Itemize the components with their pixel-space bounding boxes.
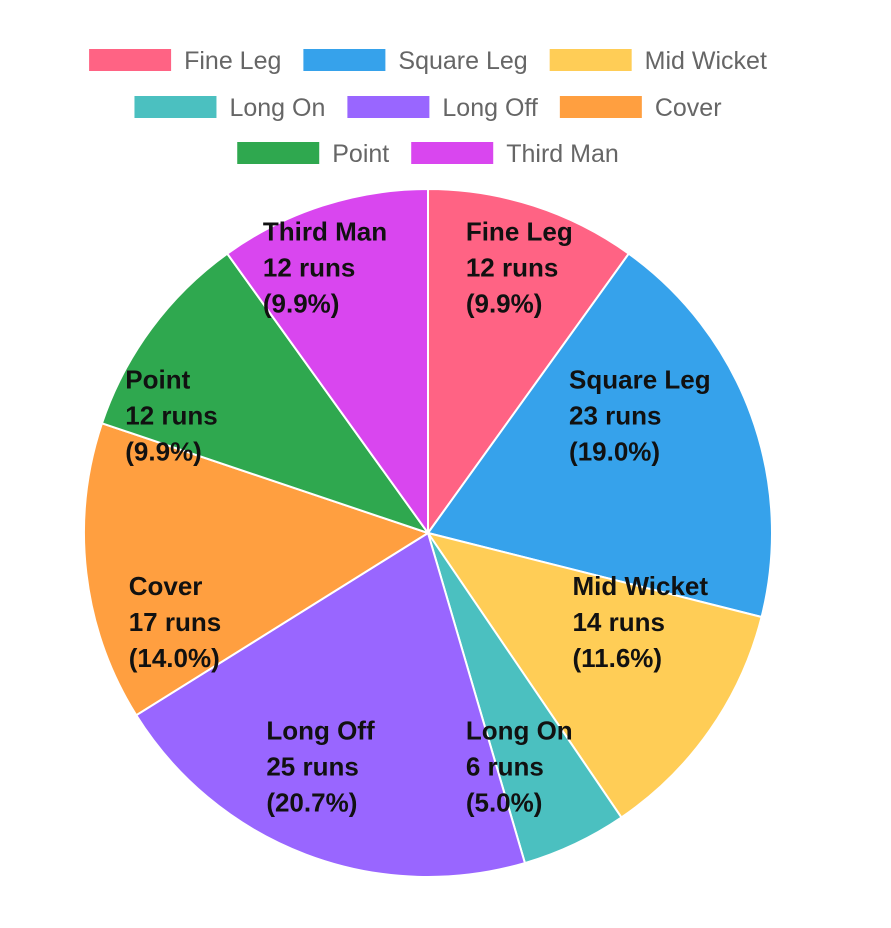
legend-swatch (303, 49, 386, 71)
legend-label: Third Man (506, 140, 619, 168)
slice-label-name: Long On (466, 715, 573, 745)
slice-label-name: Third Man (263, 217, 387, 247)
pie-slice-point[interactable] (100, 252, 431, 535)
pie-slices (83, 187, 773, 878)
legend-label: Point (332, 140, 389, 168)
slice-label-value: 14 runs (572, 607, 665, 637)
pie-slice-long-off[interactable] (134, 531, 527, 878)
pie-slice-third-man[interactable] (225, 187, 429, 537)
slice-label-value: 12 runs (125, 401, 218, 431)
legend-item-long-off[interactable]: Long Off (347, 94, 538, 122)
legend-label: Mid Wicket (645, 47, 767, 75)
slice-label-percent: (20.7%) (266, 787, 357, 817)
slice-label-percent: (9.9%) (466, 289, 543, 319)
slice-label-name: Fine Leg (466, 217, 573, 247)
legend-label: Long Off (442, 94, 538, 122)
legend-item-cover[interactable]: Cover (559, 94, 722, 122)
slice-label-name: Square Leg (569, 365, 711, 395)
slice-label-name: Long Off (266, 715, 375, 745)
legend-swatch (89, 49, 172, 71)
slice-label-long-on: Long On 6 runs (5.0%) (466, 715, 573, 817)
legend-swatch (134, 96, 217, 118)
legend-item-fine-leg[interactable]: Fine Leg (89, 47, 281, 75)
slice-label-name: Mid Wicket (572, 571, 708, 601)
slice-label-square-leg: Square Leg 23 runs (19.0%) (569, 365, 711, 467)
slice-label-third-man: Third Man 12 runs (9.9%) (263, 217, 387, 319)
legend-swatch (549, 49, 632, 71)
slice-label-value: 12 runs (466, 253, 558, 283)
legend-swatch (559, 96, 642, 118)
slice-label-percent: (5.0%) (466, 787, 543, 817)
legend-item-long-on[interactable]: Long On (134, 94, 325, 122)
slice-label-name: Cover (129, 571, 203, 601)
legend: Fine Leg Square Leg Mid Wicket Long On Long … (89, 47, 767, 168)
legend-label: Cover (655, 94, 722, 122)
slice-label-value: 12 runs (263, 253, 356, 283)
legend-item-mid-wicket[interactable]: Mid Wicket (549, 47, 767, 75)
pie-slice-square-leg[interactable] (426, 252, 773, 619)
slice-label-cover: Cover 17 runs (14.0%) (129, 571, 222, 673)
slice-label-value: 23 runs (569, 401, 662, 431)
slice-label-fine-leg: Fine Leg 12 runs (9.9%) (466, 217, 573, 319)
slice-label-percent: (14.0%) (129, 643, 220, 673)
legend-label: Long On (229, 94, 325, 122)
slice-label-percent: (19.0%) (569, 437, 660, 467)
slice-label-value: 6 runs (466, 751, 544, 781)
slice-label-percent: (11.6%) (572, 643, 662, 673)
legend-label: Fine Leg (184, 47, 281, 75)
pie-slice-fine-leg[interactable] (427, 187, 631, 537)
pie-slice-mid-wicket[interactable] (425, 531, 763, 819)
slice-label-name: Point (125, 365, 190, 395)
slice-label-mid-wicket: Mid Wicket 14 runs (11.6%) (572, 571, 708, 673)
legend-label: Square Leg (398, 47, 527, 75)
legend-swatch (347, 96, 430, 118)
legend-swatch (237, 142, 320, 164)
slice-label-percent: (9.9%) (263, 289, 340, 319)
legend-item-square-leg[interactable]: Square Leg (303, 47, 528, 75)
slice-label-point: Point 12 runs (9.9%) (125, 365, 218, 467)
legend-item-third-man[interactable]: Third Man (411, 140, 619, 168)
slice-label-value: 17 runs (129, 607, 222, 637)
slice-label-long-off: Long Off 25 runs (20.7%) (266, 715, 375, 817)
legend-item-point[interactable]: Point (237, 140, 389, 168)
slice-labels: Fine Leg 12 runs (9.9%) Square Leg 23 runs (1… (125, 217, 710, 818)
slice-label-value: 25 runs (266, 751, 359, 781)
pie-slice-cover[interactable] (83, 422, 431, 717)
slice-label-percent: (9.9%) (125, 437, 202, 467)
legend-swatch (411, 142, 494, 164)
